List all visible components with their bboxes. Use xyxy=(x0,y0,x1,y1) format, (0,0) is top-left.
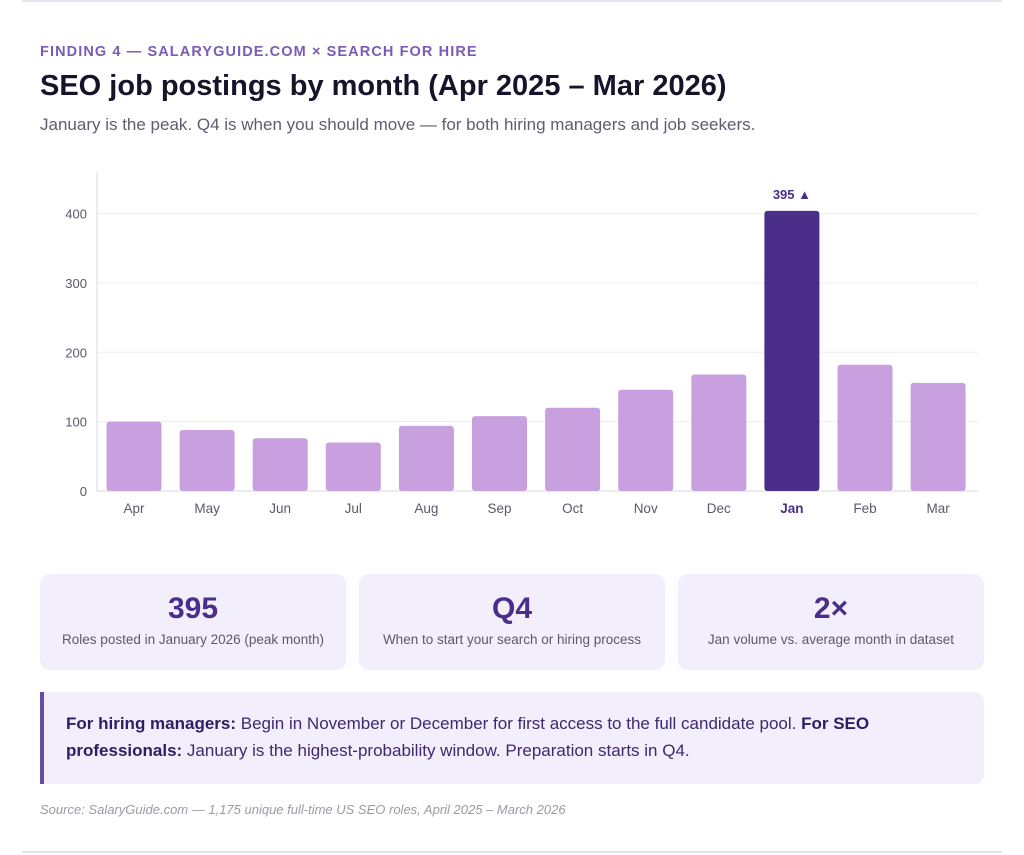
bar-oct xyxy=(545,407,601,491)
x-tick-label: Feb xyxy=(853,501,876,516)
callout-text-hiring: Begin in November or December for first … xyxy=(236,714,802,733)
callout-bold-seo: For SEO professionals: xyxy=(66,714,870,760)
callout-text-seo: January is the highest-probability windo… xyxy=(182,741,690,760)
bar-sep xyxy=(472,416,527,491)
y-tick-label: 0 xyxy=(80,484,87,499)
x-tick-label: Dec xyxy=(707,501,731,516)
bar-apr xyxy=(106,421,162,491)
callout-accent-bar xyxy=(40,692,44,784)
advice-callout: For hiring managers: Begin in November o… xyxy=(40,692,984,784)
callout-bold-hiring: For hiring managers: xyxy=(66,714,237,733)
stat-card-timing: Q4 When to start your search or hiring p… xyxy=(359,574,665,670)
callout-text: For hiring managers: Begin in November o… xyxy=(66,710,944,764)
stat-cards: 395 Roles posted in January 2026 (peak m… xyxy=(40,574,984,670)
bar-jun xyxy=(252,438,308,491)
peak-data-label: 395 ▲ xyxy=(773,187,811,202)
y-tick-label: 400 xyxy=(65,207,87,222)
stat-label: When to start your search or hiring proc… xyxy=(382,632,642,647)
stat-label: Roles posted in January 2026 (peak month… xyxy=(62,632,324,647)
x-tick-label: Sep xyxy=(487,501,511,516)
bar-jan xyxy=(764,210,820,491)
x-tick-label: Aug xyxy=(414,501,438,516)
y-tick-label: 200 xyxy=(65,345,87,360)
x-tick-label: Mar xyxy=(926,501,950,516)
x-tick-label: Nov xyxy=(634,501,658,516)
x-tick-label: Jan xyxy=(780,501,803,516)
bar-feb xyxy=(837,364,893,491)
x-tick-label: Apr xyxy=(123,501,145,516)
stat-card-peak: 395 Roles posted in January 2026 (peak m… xyxy=(40,574,346,670)
chart-title: SEO job postings by month (Apr 2025 – Ma… xyxy=(40,70,727,102)
stat-value: 395 xyxy=(167,592,219,625)
bar-chart: 0 100 200 300 400 Apr May Jun Jul Aug Sep Oct Nov Dec… xyxy=(65,172,978,516)
top-divider xyxy=(22,0,1002,2)
x-tick-label: Jul xyxy=(345,501,362,516)
stat-value: 2× xyxy=(813,592,849,625)
bar-aug xyxy=(398,425,454,491)
x-tick-label: Oct xyxy=(562,501,583,516)
bar-jul xyxy=(325,442,381,491)
y-tick-label: 100 xyxy=(65,415,87,430)
bar-dec xyxy=(691,374,747,491)
bar-nov xyxy=(618,389,674,491)
bottom-divider xyxy=(22,851,1002,853)
stat-label: Jan volume vs. average month in dataset xyxy=(707,632,955,647)
finding-eyebrow: FINDING 4 — SALARYGUIDE.COM × SEARCH FOR… xyxy=(40,44,478,60)
stat-value: Q4 xyxy=(491,592,533,625)
y-tick-label: 300 xyxy=(65,276,87,291)
chart-subtitle: January is the peak. Q4 is when you shou… xyxy=(40,115,756,134)
bar-mar xyxy=(910,382,966,491)
x-tick-label: Jun xyxy=(269,501,291,516)
bar-may xyxy=(179,429,235,491)
stat-card-ratio: 2× Jan volume vs. average month in datas… xyxy=(678,574,984,670)
x-tick-label: May xyxy=(194,501,220,516)
source-note: Source: SalaryGuide.com — 1,175 unique f… xyxy=(40,802,566,817)
